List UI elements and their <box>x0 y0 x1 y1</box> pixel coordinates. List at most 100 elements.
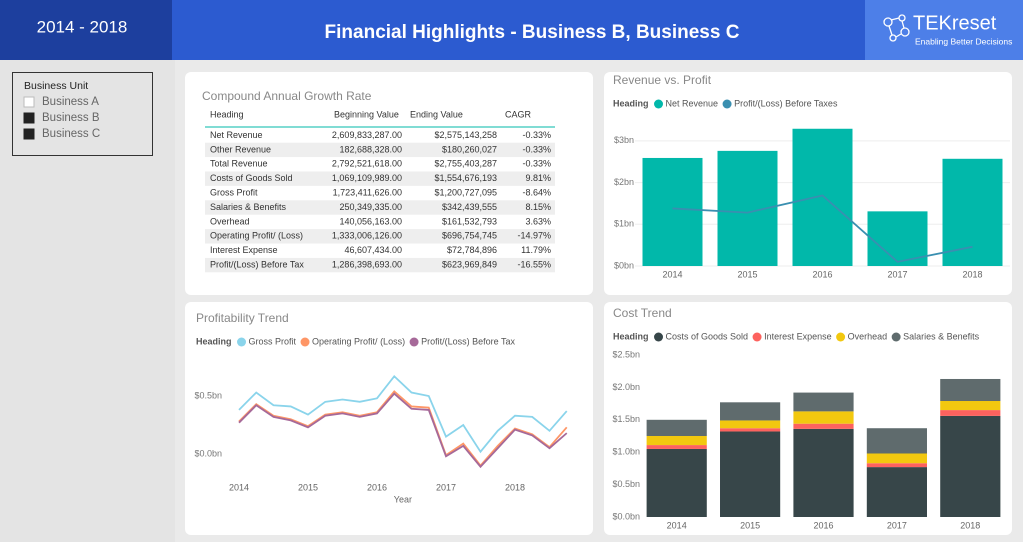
bar-segment <box>866 463 927 468</box>
cell: $2,575,143,258 <box>434 130 497 140</box>
slicer-item: Business A <box>42 96 99 108</box>
x-tick-label: 2015 <box>298 482 318 492</box>
x-tick-label: 2018 <box>960 520 980 530</box>
x-tick-label: 2017 <box>887 269 907 279</box>
cell: Net Revenue <box>210 130 263 140</box>
logo-text: TEKreset <box>913 12 997 34</box>
y-tick-label: $2bn <box>614 177 634 187</box>
legend-label: Interest Expense <box>764 331 832 341</box>
x-tick-label: 2015 <box>740 520 760 530</box>
cell: Overhead <box>210 216 250 226</box>
bar <box>942 158 1003 266</box>
bar-segment <box>940 401 1001 411</box>
y-tick-label: $0.0bn <box>612 511 640 521</box>
y-tick-label: $0bn <box>614 260 634 270</box>
cell: $696,754,745 <box>442 231 497 241</box>
cell: $72,784,896 <box>447 245 497 255</box>
cell: 1,286,398,693.00 <box>332 259 402 269</box>
cell: Costs of Goods Sold <box>210 173 293 183</box>
bar-segment <box>940 378 1001 402</box>
bar-segment <box>720 420 781 429</box>
bar-segment <box>720 428 781 432</box>
bar-segment <box>646 448 707 517</box>
bar-segment <box>866 453 927 464</box>
cell: Interest Expense <box>210 245 278 255</box>
cell: Gross Profit <box>210 187 258 197</box>
row-band <box>205 229 555 244</box>
legend-title: Heading <box>613 331 649 341</box>
cell: 140,056,163.00 <box>339 216 402 226</box>
cell: Operating Profit/ (Loss) <box>210 231 303 241</box>
bar-segment <box>720 402 781 421</box>
bar <box>867 211 928 266</box>
x-tick-label: 2014 <box>667 520 687 530</box>
legend-marker <box>654 99 664 109</box>
bar-segment <box>646 419 707 436</box>
cell: 1,723,411,626.00 <box>333 187 402 197</box>
row-band <box>205 142 555 158</box>
bar-segment <box>646 436 707 446</box>
logo-tagline: Enabling Better Decisions <box>915 36 1012 46</box>
x-tick-label: 2016 <box>812 269 832 279</box>
legend-marker <box>409 337 419 347</box>
cell: -16.55% <box>517 259 551 269</box>
bar-segment <box>866 428 927 454</box>
y-tick-label: $0.0bn <box>194 448 222 458</box>
x-tick-label: 2016 <box>367 482 387 492</box>
legend-marker <box>752 332 762 342</box>
card <box>185 302 593 535</box>
line <box>238 374 568 454</box>
line <box>672 194 973 263</box>
legend-label: Profit/(Loss) Before Taxes <box>734 98 838 108</box>
legend-label: Overhead <box>848 331 888 341</box>
checkbox <box>23 128 35 140</box>
slicer-title: Business Unit <box>24 80 88 92</box>
cell: 250,349,335.00 <box>339 202 402 212</box>
legend-label: Profit/(Loss) Before Tax <box>421 336 515 346</box>
legend-label: Net Revenue <box>666 98 719 108</box>
chart-title: Profitability Trend <box>196 311 289 325</box>
y-tick-label: $0.5bn <box>194 390 222 400</box>
legend-label: Costs of Goods Sold <box>666 331 749 341</box>
page-title: Financial Highlights - Business B, Busin… <box>325 22 740 43</box>
y-tick-label: $1.0bn <box>612 447 640 457</box>
bar-segment <box>940 415 1001 517</box>
x-tick-label: 2016 <box>813 520 833 530</box>
y-tick-label: $1.5bn <box>612 414 640 424</box>
x-axis-title: Year <box>394 494 412 504</box>
bar-segment <box>720 431 781 517</box>
legend-marker <box>654 332 664 342</box>
bar-segment <box>940 410 1001 416</box>
charts: Revenue vs. Profit Heading Net Revenue Prof… <box>194 73 1010 530</box>
column-header: CAGR <box>505 109 532 119</box>
column-header: Heading <box>210 109 244 119</box>
slicer-item: Business B <box>42 112 100 124</box>
cell: 8.15% <box>525 202 551 212</box>
cell: Salaries & Benefits <box>210 202 287 212</box>
checkbox <box>23 112 35 124</box>
legend-title: Heading <box>196 336 232 346</box>
cell: 9.81% <box>525 173 551 183</box>
cell: $180,260,027 <box>442 144 497 154</box>
x-tick-label: 2017 <box>436 482 456 492</box>
column-header: Ending Value <box>410 109 463 119</box>
slicer-box <box>12 72 153 156</box>
bar <box>792 128 853 266</box>
legend-label: Gross Profit <box>249 336 297 346</box>
row-band <box>205 200 555 215</box>
cell: 1,069,109,989.00 <box>332 173 402 183</box>
legend-label: Salaries & Benefits <box>903 331 980 341</box>
cell: 2,792,521,618.00 <box>332 159 402 169</box>
cell: 1,333,006,126.00 <box>332 231 402 241</box>
legend-title: Heading <box>613 98 649 108</box>
sidebar <box>0 60 175 542</box>
legend-marker <box>722 99 732 109</box>
cell: 46,607,434.00 <box>344 245 402 255</box>
x-tick-label: 2015 <box>737 269 757 279</box>
period-box <box>0 0 172 60</box>
column-header: Beginning Value <box>334 109 399 119</box>
checkbox <box>23 96 35 108</box>
cell: -14.97% <box>517 231 551 241</box>
cell: 2,609,833,287.00 <box>332 130 402 140</box>
